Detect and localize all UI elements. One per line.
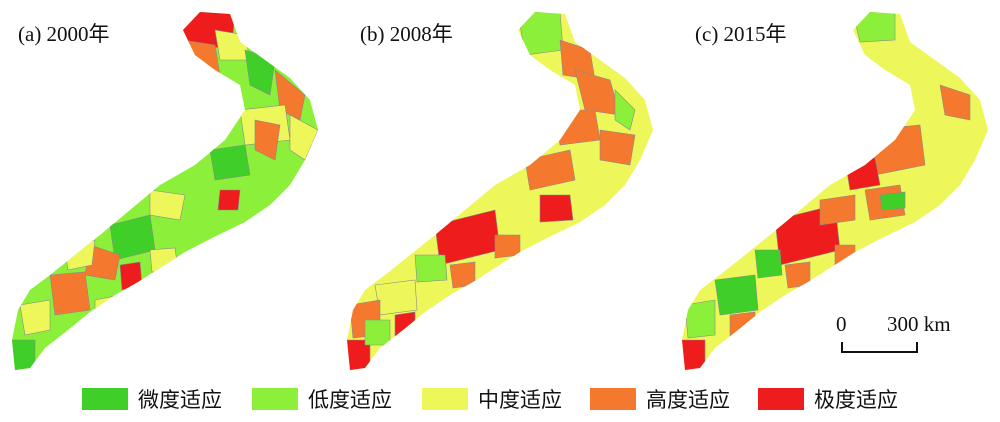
legend-item: 微度适应 xyxy=(82,386,222,412)
legend-label: 高度适应 xyxy=(646,388,730,412)
legend-label: 微度适应 xyxy=(138,388,222,412)
map-2008 xyxy=(347,12,653,370)
scale-max-label: 300 km xyxy=(887,312,951,336)
legend-item: 极度适应 xyxy=(758,386,898,412)
legend-item: 低度适应 xyxy=(252,386,392,412)
scale-bar-line xyxy=(841,342,918,353)
scale-min-label: 0 xyxy=(836,312,847,336)
legend-label: 中度适应 xyxy=(478,388,562,412)
legend-label: 低度适应 xyxy=(308,388,392,412)
legend-swatch xyxy=(252,388,298,410)
map-panel-2008: (b) 2008年 xyxy=(335,0,665,370)
legend-swatch xyxy=(422,388,468,410)
legend-swatch xyxy=(590,388,636,410)
legend-item: 中度适应 xyxy=(422,386,562,412)
map-panel-2000: (a) 2000年 xyxy=(0,0,330,370)
legend-swatch xyxy=(758,388,804,410)
scale-bar: 0 300 km xyxy=(832,312,972,362)
map-2015 xyxy=(682,12,988,370)
panel-label: (b) 2008年 xyxy=(360,22,453,46)
legend-item: 高度适应 xyxy=(590,386,730,412)
map-2000 xyxy=(12,12,318,370)
legend-swatch xyxy=(82,388,128,410)
legend-label: 极度适应 xyxy=(814,388,898,412)
legend: 微度适应 低度适应 中度适应 高度适应 极度适应 xyxy=(0,378,1000,418)
map-panel-2015: (c) 2015年 xyxy=(670,0,1000,370)
panel-label: (c) 2015年 xyxy=(695,22,787,46)
panel-label: (a) 2000年 xyxy=(18,22,110,46)
